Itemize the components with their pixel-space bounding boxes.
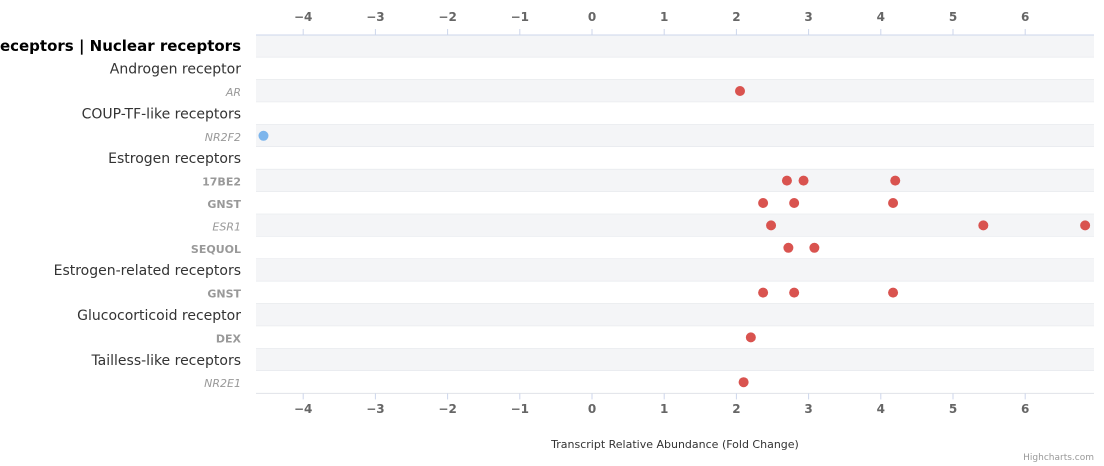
row-bands: [256, 34, 1094, 394]
data-point[interactable]: [789, 198, 800, 208]
category-label-group: COUP-TF-like receptors: [82, 106, 241, 122]
data-point[interactable]: [783, 242, 794, 253]
category-label-treatment: 17BE2: [202, 176, 241, 189]
data-point[interactable]: [1080, 220, 1091, 231]
category-label-gene: AR: [225, 86, 241, 99]
x-axis-title: Transcript Relative Abundance (Fold Chan…: [550, 438, 799, 451]
bottom-tick-label: 3: [804, 402, 812, 416]
row-band: [256, 147, 1094, 170]
bottom-tick-label: −3: [366, 402, 384, 416]
top-tick-label: −3: [366, 10, 384, 24]
row-band: [256, 281, 1094, 304]
data-point[interactable]: [258, 130, 269, 141]
data-point[interactable]: [766, 220, 777, 231]
row-band: [256, 79, 1094, 103]
category-label-treatment: SEQUOL: [191, 243, 241, 256]
row-band: [256, 303, 1094, 327]
bottom-tick-label: 0: [588, 402, 596, 416]
top-tick-label: 1: [660, 10, 668, 24]
data-point[interactable]: [745, 332, 756, 343]
data-point[interactable]: [978, 220, 989, 231]
row-band: [256, 326, 1094, 349]
top-tick-label: 6: [1021, 10, 1029, 24]
data-point[interactable]: [738, 377, 749, 388]
row-band: [256, 57, 1094, 80]
category-label-treatment: GNST: [207, 198, 241, 211]
data-point[interactable]: [888, 198, 899, 208]
category-label-group: Glucocorticoid receptor: [77, 308, 241, 324]
category-label-group: Estrogen receptors: [108, 151, 241, 167]
top-tick-label: 2: [732, 10, 740, 24]
top-tick-label: 4: [877, 10, 885, 24]
credits-link[interactable]: Highcharts.com: [1023, 453, 1094, 463]
row-band: [256, 236, 1094, 259]
row-band: [256, 348, 1094, 371]
category-labels: Receptors | Nuclear receptors Androgen re…: [0, 37, 242, 390]
row-band: [256, 35, 1094, 58]
row-band: [256, 124, 1094, 147]
category-label-gene: NR2E1: [204, 377, 241, 390]
row-band: [256, 102, 1094, 125]
top-tick-label: 0: [588, 10, 596, 24]
data-point[interactable]: [735, 86, 746, 96]
bottom-tick-label: 1: [660, 402, 668, 416]
bottom-tick-label: −1: [511, 402, 529, 416]
top-tick-label: −2: [438, 10, 456, 24]
bottom-tick-label: 4: [877, 402, 885, 416]
top-tick-label: 3: [804, 10, 812, 24]
top-tick-label: −4: [294, 10, 312, 24]
row-band: [256, 371, 1094, 394]
data-point[interactable]: [888, 287, 899, 298]
category-label-header: Receptors | Nuclear receptors: [0, 37, 241, 56]
bottom-tick-label: −2: [438, 402, 456, 416]
top-tick-label: −1: [511, 10, 529, 24]
data-point[interactable]: [798, 175, 809, 186]
category-label-treatment: GNST: [207, 288, 241, 301]
data-point[interactable]: [758, 198, 769, 208]
bottom-tick-label: −4: [294, 402, 312, 416]
data-point[interactable]: [809, 242, 820, 253]
category-label-gene: ESR1: [212, 220, 241, 233]
category-label-treatment: DEX: [216, 332, 242, 345]
data-point[interactable]: [789, 287, 800, 298]
top-tick-label: 5: [949, 10, 957, 24]
row-band: [256, 169, 1094, 192]
data-point[interactable]: [758, 287, 769, 298]
row-band: [256, 259, 1094, 282]
data-point[interactable]: [781, 175, 792, 186]
bottom-tick-label: 5: [949, 402, 957, 416]
data-point[interactable]: [890, 175, 901, 186]
category-label-group: Androgen receptor: [110, 62, 241, 78]
bottom-tick-label: 2: [732, 402, 740, 416]
category-label-group: Estrogen-related receptors: [54, 263, 241, 279]
bottom-x-axis: −4 −3 −2 −1 0 1 2 3 4 5 6: [294, 393, 1029, 416]
top-x-axis: −4 −3 −2 −1 0 1 2 3 4 5 6: [294, 10, 1029, 35]
category-label-group: Tailless-like receptors: [90, 353, 241, 369]
category-label-gene: NR2F2: [205, 131, 241, 144]
row-band: [256, 191, 1094, 215]
row-band: [256, 214, 1094, 237]
bottom-tick-label: 6: [1021, 402, 1029, 416]
data-points: [258, 86, 1091, 388]
